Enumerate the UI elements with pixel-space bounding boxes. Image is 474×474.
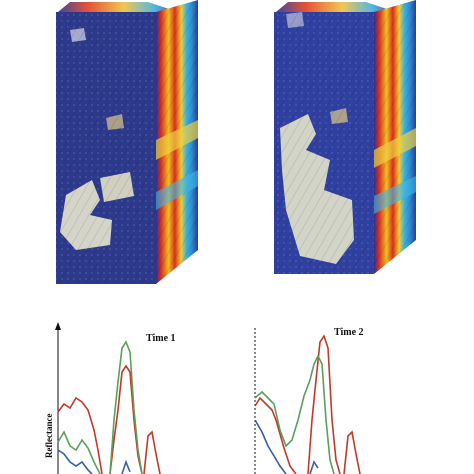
cube-1-top-face [58, 2, 178, 12]
cube-time-2 [274, 0, 416, 274]
plot-time-2 [254, 326, 361, 474]
plot-title-time-2: Time 2 [334, 327, 364, 338]
plot-title-time-1: Time 1 [146, 333, 176, 344]
series-green [109, 340, 143, 474]
series-red [343, 430, 361, 474]
plot-time-1 [55, 322, 161, 474]
y-axis-arrow [55, 322, 61, 330]
series-blue [254, 419, 287, 474]
series-green [57, 430, 101, 474]
y-axis-label: Reflectance [44, 413, 54, 458]
series-blue [121, 459, 131, 474]
cube-2-top-face [276, 2, 396, 12]
series-blue [57, 449, 93, 474]
series-red [57, 396, 103, 474]
series-red [307, 334, 341, 474]
series-red [143, 430, 161, 474]
cube-time-1 [56, 0, 198, 284]
series-red [254, 396, 297, 474]
series-blue [309, 460, 319, 474]
series-green [254, 354, 335, 474]
